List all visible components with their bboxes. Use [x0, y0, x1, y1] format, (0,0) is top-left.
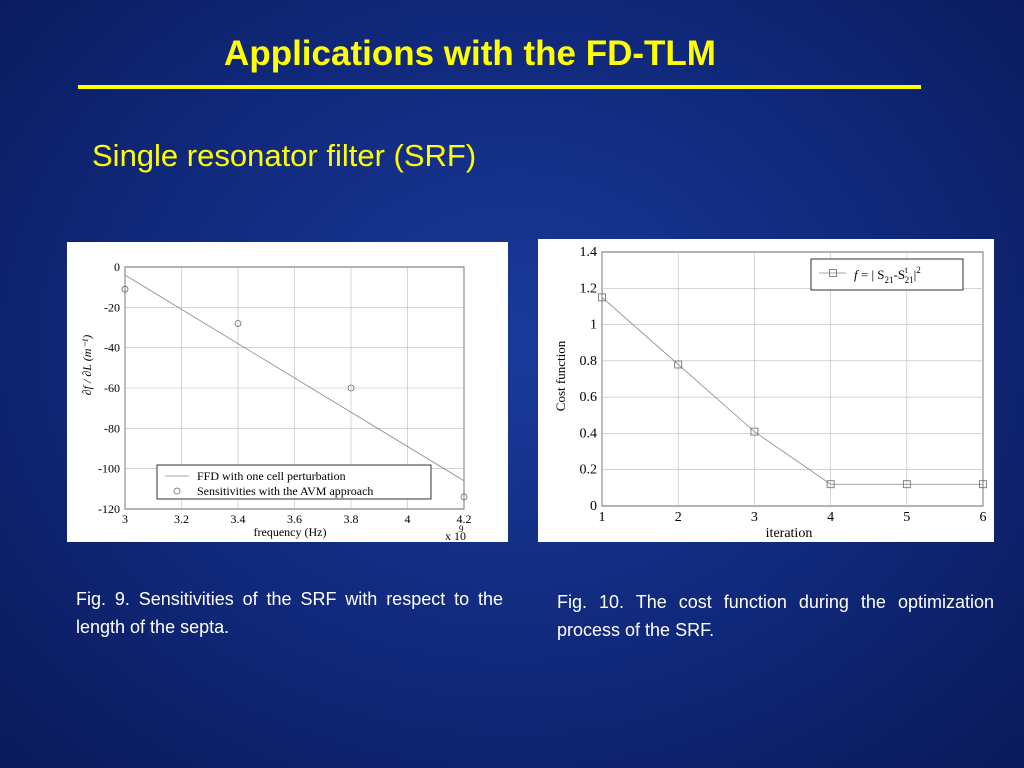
- y-tick-label: 1.2: [580, 281, 598, 296]
- slide-subtitle: Single resonator filter (SRF): [92, 138, 477, 173]
- title-underline: [78, 85, 921, 89]
- x-tick-label: 3.2: [174, 512, 189, 526]
- x-tick-label: 5: [903, 510, 910, 525]
- cost-data-point: [826, 480, 835, 489]
- avm-data-point: [347, 384, 355, 392]
- x-tick-label: 4: [405, 512, 411, 526]
- legend-entry-avm: Sensitivities with the AVM approach: [197, 484, 373, 498]
- chart-sensitivities: 3 3.2 3.4 3.6 3.8 4 4.2 0 -20 -40 -60 -80 -100 -120 ∂…: [80, 260, 472, 542]
- chart-sensitivities-panel: 3 3.2 3.4 3.6 3.8 4 4.2 0 -20 -40 -60 -80 -100 -120 ∂…: [67, 242, 508, 542]
- x-tick-label: 4.2: [457, 512, 472, 526]
- legend: FFD with one cell perturbation Sensitivi…: [156, 464, 432, 500]
- x-tick-label: 3: [122, 512, 128, 526]
- cost-data-point: [902, 480, 911, 489]
- x-tick-label: 3.6: [287, 512, 302, 526]
- cost-data-point: [598, 293, 606, 302]
- x-axis-label: iteration: [766, 526, 813, 541]
- y-tick-label: 1: [590, 318, 597, 333]
- y-tick-label: -60: [104, 381, 120, 395]
- y-tick-label: -40: [104, 341, 120, 355]
- chart-cost-function-panel: 1 2 3 4 5 6 0 0.2 0.4 0.6 0.8 1 1.2 1.4 Cost function…: [538, 239, 994, 542]
- y-tick-label: 0: [114, 260, 120, 274]
- cost-series-line: [601, 297, 983, 485]
- cost-data-point: [674, 360, 683, 369]
- x-axis-multiplier: x 10: [445, 529, 466, 542]
- x-tick-label: 3.4: [231, 512, 246, 526]
- avm-data-point: [460, 493, 468, 501]
- ffd-series-line: [124, 274, 465, 482]
- avm-data-point: [234, 320, 242, 327]
- cost-data-point: [979, 480, 987, 489]
- y-tick-label: 1.4: [580, 245, 598, 260]
- x-tick-label: 3.8: [344, 512, 359, 526]
- y-axis-label: Cost function: [553, 340, 568, 411]
- x-tick-label: 2: [675, 510, 682, 525]
- legend-square-swatch: [829, 269, 837, 277]
- x-axis-label: frequency (Hz): [254, 525, 327, 539]
- legend-entry-ffd: FFD with one cell perturbation: [197, 469, 346, 483]
- figure-10-caption: Fig. 10. The cost function during the op…: [557, 592, 994, 640]
- legend-circle-swatch: [173, 487, 181, 495]
- y-tick-label: 0.4: [580, 426, 598, 441]
- x-tick-label: 1: [599, 510, 606, 525]
- y-tick-label: -20: [104, 300, 120, 314]
- y-tick-label: 0.2: [580, 463, 598, 478]
- chart-cost-function: 1 2 3 4 5 6 0 0.2 0.4 0.6 0.8 1 1.2 1.4 Cost function…: [553, 245, 987, 541]
- x-tick-label: 3: [751, 510, 758, 525]
- y-tick-label: 0.8: [580, 354, 598, 369]
- y-tick-label: 0: [590, 499, 597, 514]
- y-tick-label: 0.6: [580, 390, 598, 405]
- legend: f = | S21-St 21|2: [810, 258, 964, 291]
- avm-data-point: [121, 285, 129, 293]
- y-tick-label: -120: [98, 502, 120, 516]
- figure-9-caption: Fig. 9. Sensitivities of the SRF with re…: [76, 589, 503, 637]
- x-tick-label: 6: [980, 510, 987, 525]
- x-axis-multiplier-exponent: 9: [459, 524, 464, 534]
- y-tick-label: -100: [98, 462, 120, 476]
- slide-title: Applications with the FD-TLM: [224, 34, 716, 73]
- y-tick-label: -80: [104, 421, 120, 435]
- cost-data-point: [750, 427, 759, 436]
- y-axis-label: ∂f / ∂L (m⁻¹): [80, 335, 94, 396]
- x-tick-label: 4: [827, 510, 834, 525]
- legend-entry-cost: f = | S21-St 21|2: [854, 265, 921, 285]
